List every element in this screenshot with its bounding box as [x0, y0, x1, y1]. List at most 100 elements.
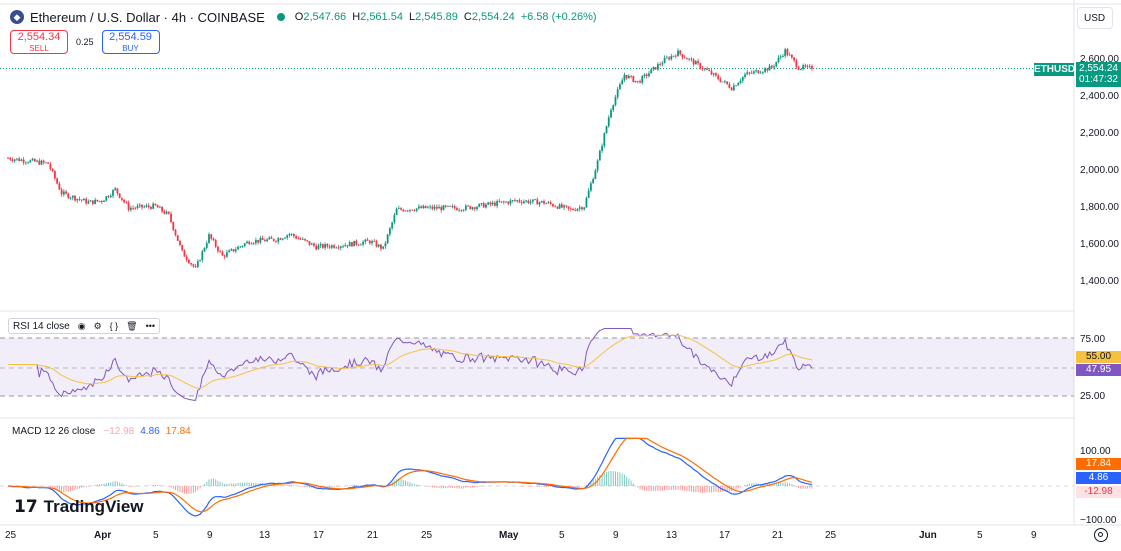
candle-body — [715, 73, 717, 76]
candle-body — [297, 238, 300, 240]
macd-signal-value: 17.84 — [165, 426, 191, 437]
candle-body — [214, 240, 217, 247]
candle-body — [62, 191, 65, 195]
candle-body — [493, 202, 496, 206]
candle-body — [735, 85, 737, 87]
time-axis-label: 5 — [977, 530, 983, 541]
candle-body — [364, 239, 367, 242]
candle-body — [330, 245, 333, 248]
candle-body — [333, 245, 335, 248]
candle-body — [284, 237, 286, 239]
candle-body — [447, 205, 449, 207]
candle-body — [806, 65, 809, 67]
price-axis-label: 2,400.00 — [1080, 91, 1119, 102]
candle-body — [795, 60, 798, 68]
candle-body — [444, 205, 447, 207]
candle-body — [324, 244, 327, 248]
candle-body — [509, 200, 512, 204]
candle-body — [572, 208, 574, 211]
more-icon[interactable]: ••• — [145, 321, 156, 331]
candle-body — [435, 206, 438, 209]
candle-body — [775, 61, 778, 67]
candle-body — [690, 58, 693, 60]
candle-body — [518, 200, 521, 202]
candle-body — [674, 55, 677, 57]
candle-body — [440, 206, 443, 211]
macd-legend[interactable]: MACD 12 26 close −12.98 4.86 17.84 — [12, 426, 191, 437]
candle-body — [100, 200, 103, 202]
candle-body — [107, 196, 110, 198]
time-axis-label: Jun — [919, 530, 937, 541]
buy-button[interactable]: 2,554.59 BUY — [101, 30, 160, 54]
candle-body — [136, 205, 139, 208]
candle-body — [694, 61, 697, 65]
candle-body — [223, 255, 226, 257]
candle-body — [165, 211, 168, 214]
candle-body — [158, 206, 161, 208]
candle-body — [382, 246, 385, 249]
delete-icon[interactable]: 🗑 — [126, 320, 138, 331]
source-code-icon[interactable]: { } — [109, 321, 119, 331]
candle-body — [342, 246, 344, 248]
bar-countdown: 01:47:32 — [1079, 74, 1118, 85]
candle-body — [717, 75, 720, 80]
rsi-legend[interactable]: RSI 14 close ◉ ⚙ { } 🗑 ••• — [8, 318, 161, 334]
price-axis-label: 1,800.00 — [1080, 202, 1119, 213]
candle-body — [538, 202, 541, 205]
candle-body — [648, 73, 650, 77]
buy-label: BUY — [122, 44, 139, 53]
candle-body — [797, 67, 800, 70]
candle-body — [11, 159, 14, 161]
brand-name: TradingView — [43, 497, 144, 516]
currency-select[interactable]: USD — [1077, 7, 1113, 29]
candle-body — [650, 69, 653, 74]
candle-body — [422, 205, 425, 209]
candle-body — [498, 201, 501, 203]
tradingview-logo[interactable]: 𝟭𝟳 TradingView — [14, 497, 144, 517]
candle-body — [585, 197, 588, 208]
symbol-title[interactable]: Ethereum / U.S. Dollar · 4h · COINBASE — [30, 9, 265, 25]
rsi-ma-tag: 55.00 — [1076, 351, 1121, 363]
eye-icon[interactable]: ◉ — [77, 320, 86, 331]
candle-body — [708, 69, 711, 71]
candle-body — [616, 89, 619, 98]
candle-body — [255, 239, 257, 244]
candle-body — [404, 210, 407, 212]
candle-body — [677, 50, 679, 57]
candle-body — [145, 205, 148, 207]
candle-body — [121, 197, 123, 200]
candle-body — [547, 202, 550, 204]
rsi-axis-label: 75.00 — [1080, 334, 1106, 345]
chart-settings-icon[interactable] — [1094, 528, 1108, 542]
candle-body — [194, 266, 197, 268]
candle-body — [179, 240, 181, 245]
candle-body — [353, 240, 356, 247]
candle-body — [94, 199, 96, 204]
candle-body — [507, 201, 510, 204]
time-axis-label: 25 — [421, 530, 433, 541]
candle-body — [167, 211, 170, 214]
candle-body — [98, 200, 101, 202]
candle-body — [502, 201, 505, 203]
time-axis-label: 9 — [207, 530, 213, 541]
candle-body — [150, 206, 152, 209]
candle-body — [203, 248, 206, 252]
time-axis-label: 21 — [367, 530, 379, 541]
candle-body — [730, 87, 733, 91]
candle-body — [614, 97, 617, 106]
candle-body — [172, 221, 175, 230]
candle-body — [252, 243, 255, 244]
settings-icon[interactable]: ⚙ — [93, 320, 102, 331]
candle-body — [310, 243, 313, 245]
candle-body — [679, 50, 682, 55]
candle-body — [306, 240, 309, 242]
candle-body — [163, 211, 166, 214]
candle-body — [556, 206, 559, 209]
candle-body — [248, 241, 251, 244]
candle-body — [505, 201, 507, 203]
candle-body — [176, 235, 179, 241]
candle-body — [67, 193, 70, 198]
candle-body — [438, 206, 440, 209]
sell-button[interactable]: 2,554.34 SELL — [10, 30, 68, 54]
